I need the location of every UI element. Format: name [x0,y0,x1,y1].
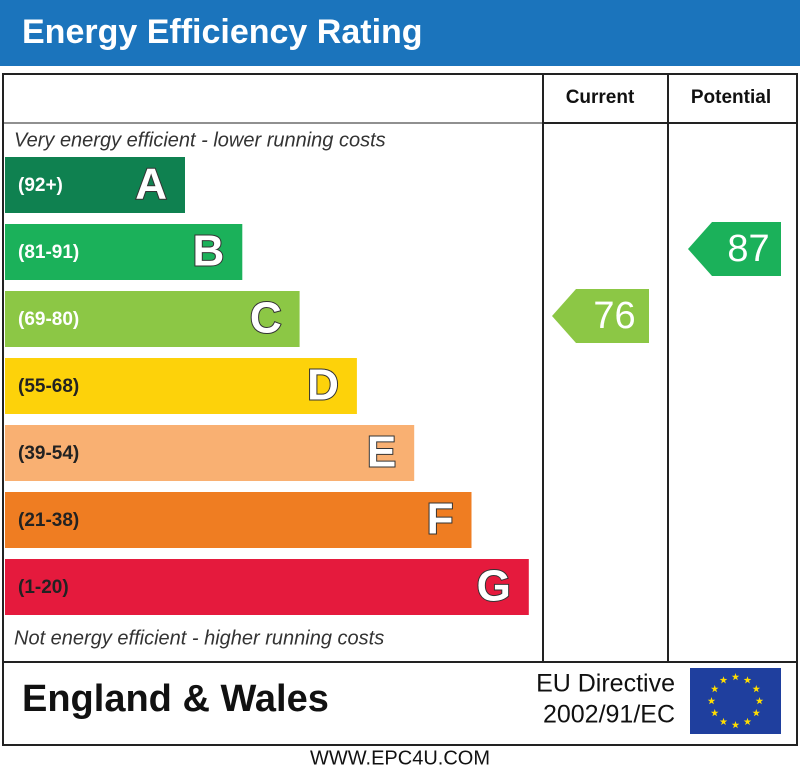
eu-star [719,676,728,684]
band-bar [5,224,243,280]
band-letter: E [367,428,396,477]
top-note: Very energy efficient - lower running co… [14,129,386,151]
eu-star [743,676,752,684]
eu-star [731,673,740,681]
directive: EU Directive [536,670,675,698]
band-range: (81-91) [18,242,79,263]
rating-value: 87 [727,228,769,270]
band-letter: C [250,294,282,343]
title: Energy Efficiency Rating [22,13,423,51]
eu-star [707,697,716,705]
rating-arrow [552,289,649,343]
rating-value: 76 [593,295,635,337]
band-letter: A [135,160,167,209]
bottom-note: Not energy efficient - higher running co… [14,627,384,649]
band-range: (1-20) [18,577,69,598]
band-range: (92+) [18,175,63,196]
band-letter: G [477,562,511,611]
website: WWW.EPC4U.COM [310,747,490,769]
band-range: (21-38) [18,510,79,531]
band-bar [5,157,185,213]
eu-star [731,721,740,729]
band-bar [5,358,357,414]
eu-star [719,717,728,725]
band-range: (69-80) [18,309,79,330]
eu-star [752,709,761,717]
band-bar [5,425,415,481]
band-letter: D [307,361,339,410]
eu-star [752,685,761,693]
band-bar [5,559,529,615]
band-letter: F [427,495,454,544]
band-range: (39-54) [18,443,79,464]
rating-arrow [688,222,781,276]
band-bar [5,291,300,347]
eu-star [710,709,719,717]
eu-stars [707,673,764,729]
eu-star [755,697,764,705]
band-letter: B [193,227,225,276]
title-bar [0,0,800,66]
column-header: Potential [691,87,771,108]
eu-star [710,685,719,693]
band-bar [5,492,472,548]
directive: 2002/91/EC [543,701,675,729]
region: England & Wales [22,678,329,720]
eu-star [743,717,752,725]
frame [2,73,798,746]
column-header: Current [566,87,635,108]
band-range: (55-68) [18,376,79,397]
